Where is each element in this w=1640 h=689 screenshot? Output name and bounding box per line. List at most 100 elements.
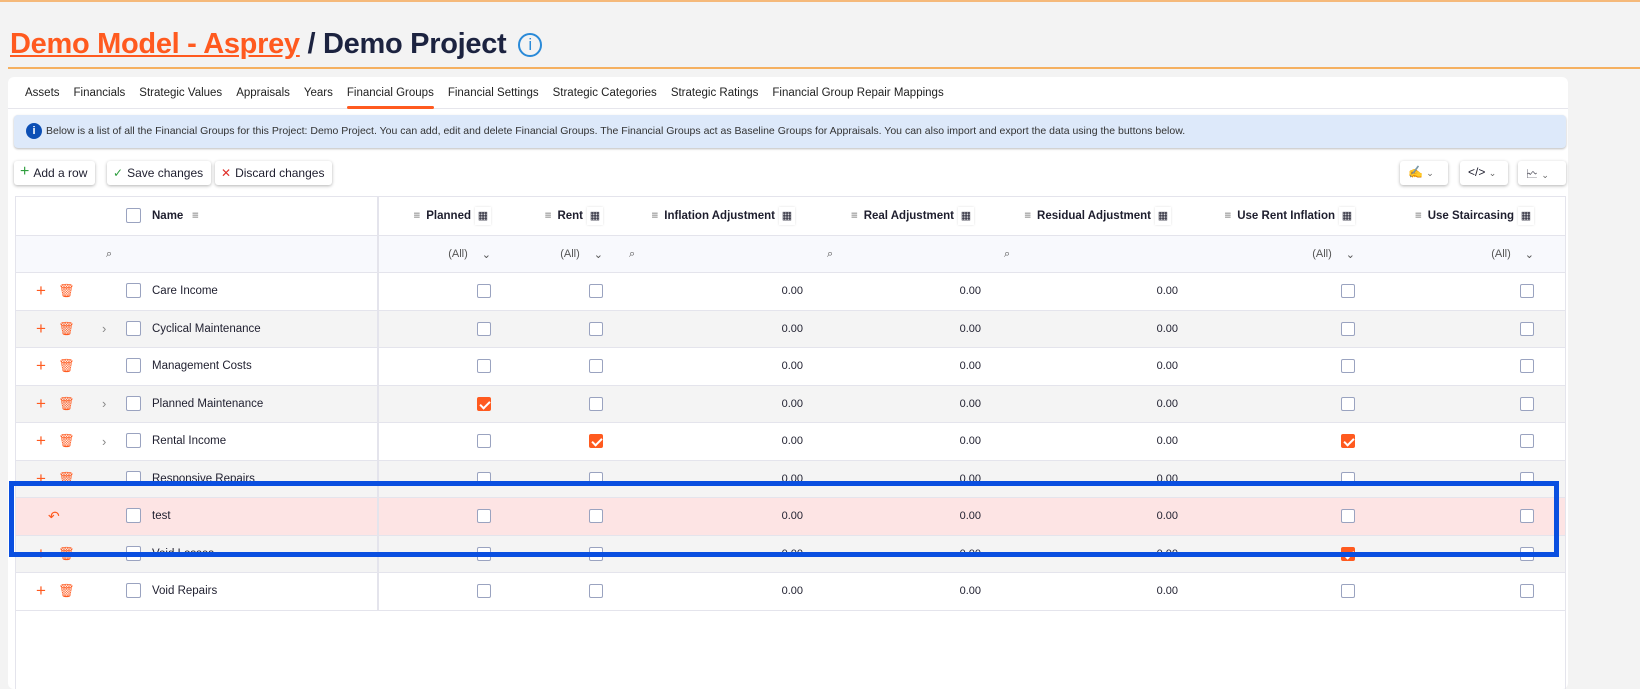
use-staircasing-header[interactable]: ≡ Use Staircasing ▦ bbox=[1367, 197, 1546, 235]
inflation-cell[interactable]: 0.00 bbox=[781, 285, 803, 298]
inflation-cell[interactable]: 0.00 bbox=[781, 397, 803, 410]
residual-header[interactable]: ≡ Residual Adjustment ▦ bbox=[986, 197, 1183, 235]
undo-icon[interactable]: ↶ bbox=[48, 507, 60, 524]
rent-checkbox[interactable] bbox=[589, 509, 603, 524]
row-select-checkbox[interactable] bbox=[126, 470, 141, 486]
chevron-right-icon[interactable]: › bbox=[102, 396, 107, 412]
edit-table-icon[interactable]: ▦ bbox=[587, 207, 603, 225]
tab-strategic-ratings[interactable]: Strategic Ratings bbox=[670, 87, 759, 99]
row-select-checkbox[interactable] bbox=[126, 320, 141, 336]
edit-table-icon[interactable]: ▦ bbox=[1518, 207, 1534, 225]
filter-icon[interactable]: ≡ bbox=[1024, 210, 1032, 222]
use-staircasing-checkbox[interactable] bbox=[1520, 434, 1534, 449]
rent-checkbox[interactable] bbox=[589, 471, 603, 486]
planned-checkbox[interactable] bbox=[477, 546, 491, 561]
real-cell[interactable]: 0.00 bbox=[959, 435, 981, 448]
add-child-icon[interactable]: + bbox=[36, 393, 46, 413]
use-rent-inflation-checkbox[interactable] bbox=[1341, 509, 1355, 524]
save-changes-button[interactable]: ✓ Save changes bbox=[107, 161, 212, 185]
trash-icon[interactable]: 🗑 bbox=[58, 470, 75, 486]
use-rent-inflation-checkbox[interactable] bbox=[1341, 434, 1355, 449]
inflation-cell[interactable]: 0.00 bbox=[781, 360, 803, 373]
planned-checkbox[interactable] bbox=[477, 396, 491, 411]
planned-checkbox[interactable] bbox=[477, 434, 491, 449]
add-child-icon[interactable]: + bbox=[36, 543, 46, 563]
use-rent-inflation-checkbox[interactable] bbox=[1341, 584, 1355, 599]
filter-icon[interactable]: ≡ bbox=[1414, 210, 1422, 222]
rent-checkbox[interactable] bbox=[589, 359, 603, 374]
use-rent-inflation-checkbox[interactable] bbox=[1341, 471, 1355, 486]
inflation-filter[interactable]: ⌕ bbox=[615, 236, 807, 272]
residual-cell[interactable]: 0.00 bbox=[1156, 510, 1178, 523]
edit-table-icon[interactable]: ▦ bbox=[958, 207, 974, 225]
use-staircasing-checkbox[interactable] bbox=[1520, 546, 1534, 561]
planned-checkbox[interactable] bbox=[477, 509, 491, 524]
trash-icon[interactable]: 🗑 bbox=[58, 283, 75, 299]
inflation-cell[interactable]: 0.00 bbox=[781, 322, 803, 335]
model-link[interactable]: Demo Model - Asprey bbox=[10, 28, 300, 60]
table-row[interactable]: + 🗑 Care Income 0.00 0.00 0.00 bbox=[16, 273, 1565, 311]
real-cell[interactable]: 0.00 bbox=[959, 510, 981, 523]
row-select-checkbox[interactable] bbox=[126, 583, 141, 599]
use-staircasing-checkbox[interactable] bbox=[1520, 471, 1534, 486]
filter-icon[interactable]: ≡ bbox=[850, 210, 858, 222]
trash-icon[interactable]: 🗑 bbox=[58, 583, 75, 599]
inflation-cell[interactable]: 0.00 bbox=[781, 510, 803, 523]
residual-cell[interactable]: 0.00 bbox=[1156, 322, 1178, 335]
trash-icon[interactable]: 🗑 bbox=[58, 433, 75, 449]
trash-icon[interactable]: 🗑 bbox=[58, 358, 75, 374]
rent-checkbox[interactable] bbox=[589, 396, 603, 411]
chevron-right-icon[interactable]: › bbox=[102, 321, 107, 337]
table-row[interactable]: ↶ test 0.00 0.00 0.00 bbox=[16, 498, 1565, 536]
residual-cell[interactable]: 0.00 bbox=[1156, 285, 1178, 298]
rent-checkbox[interactable] bbox=[589, 584, 603, 599]
residual-cell[interactable]: 0.00 bbox=[1156, 360, 1178, 373]
select-all-checkbox[interactable] bbox=[126, 208, 141, 223]
inflation-cell[interactable]: 0.00 bbox=[781, 435, 803, 448]
real-cell[interactable]: 0.00 bbox=[959, 322, 981, 335]
tab-assets[interactable]: Assets bbox=[25, 87, 60, 99]
table-row[interactable]: + 🗑 Management Costs 0.00 0.00 0.00 bbox=[16, 348, 1565, 386]
use-rent-inflation-checkbox[interactable] bbox=[1341, 546, 1355, 561]
add-row-button[interactable]: + Add a row bbox=[14, 161, 96, 185]
planned-checkbox[interactable] bbox=[477, 584, 491, 599]
add-child-icon[interactable]: + bbox=[36, 281, 46, 301]
real-filter[interactable]: ⌕ bbox=[807, 236, 986, 272]
use-rent-inflation-header[interactable]: ≡ Use Rent Inflation ▦ bbox=[1183, 197, 1367, 235]
use-staircasing-checkbox[interactable] bbox=[1520, 284, 1534, 299]
use-staircasing-checkbox[interactable] bbox=[1520, 321, 1534, 336]
row-select-checkbox[interactable] bbox=[126, 433, 141, 449]
inflation-cell[interactable]: 0.00 bbox=[781, 585, 803, 598]
name-header[interactable]: Name ≡ bbox=[16, 197, 379, 235]
add-child-icon[interactable]: + bbox=[36, 318, 46, 338]
planned-header[interactable]: ≡ Planned ▦ bbox=[379, 197, 503, 235]
name-filter[interactable]: ⌕ bbox=[16, 236, 379, 272]
rent-header[interactable]: ≡ Rent ▦ bbox=[503, 197, 615, 235]
add-child-icon[interactable]: + bbox=[36, 356, 46, 376]
inflation-cell[interactable]: 0.00 bbox=[781, 547, 803, 560]
use-staircasing-checkbox[interactable] bbox=[1520, 396, 1534, 411]
filter-icon[interactable]: ≡ bbox=[1224, 210, 1232, 222]
use-rent-inflation-checkbox[interactable] bbox=[1341, 284, 1355, 299]
trash-icon[interactable]: 🗑 bbox=[58, 545, 75, 561]
residual-cell[interactable]: 0.00 bbox=[1156, 585, 1178, 598]
search-icon[interactable]: ⌕ bbox=[106, 247, 113, 260]
table-row[interactable]: + 🗑 › Planned Maintenance 0.00 0.00 0.00 bbox=[16, 385, 1565, 423]
add-child-icon[interactable]: + bbox=[36, 468, 46, 488]
real-cell[interactable]: 0.00 bbox=[959, 397, 981, 410]
tab-financials[interactable]: Financials bbox=[73, 87, 126, 99]
residual-cell[interactable]: 0.00 bbox=[1156, 397, 1178, 410]
tab-financial-settings[interactable]: Financial Settings bbox=[447, 87, 539, 99]
planned-checkbox[interactable] bbox=[477, 284, 491, 299]
planned-filter[interactable]: (All) ⌄ bbox=[379, 236, 503, 272]
tab-financial-groups[interactable]: Financial Groups bbox=[340, 77, 441, 109]
edit-table-icon[interactable]: ▦ bbox=[779, 207, 795, 225]
row-select-checkbox[interactable] bbox=[126, 508, 141, 524]
chevron-right-icon[interactable]: › bbox=[102, 433, 107, 449]
rent-checkbox[interactable] bbox=[589, 546, 603, 561]
residual-cell[interactable]: 0.00 bbox=[1156, 435, 1178, 448]
filter-icon[interactable]: ≡ bbox=[544, 210, 552, 222]
trash-icon[interactable]: 🗑 bbox=[58, 320, 75, 336]
residual-cell[interactable]: 0.00 bbox=[1156, 472, 1178, 485]
filter-icon[interactable]: ≡ bbox=[651, 210, 659, 222]
